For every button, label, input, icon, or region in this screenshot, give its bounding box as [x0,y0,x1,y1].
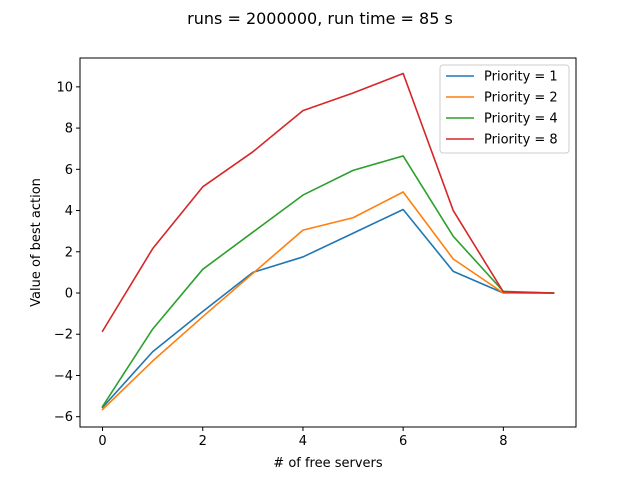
x-tick-label: 0 [98,434,106,449]
x-tick-label: 2 [199,434,207,449]
y-axis-label: Value of best action [29,178,44,307]
series-line-4 [101,72,555,333]
x-axis-ticks: 0 2 4 6 8 [98,427,507,449]
x-tick-label: 4 [299,434,307,449]
x-tick-label: 8 [499,434,507,449]
y-tick-label: 6 [65,163,73,178]
y-tick-label: 0 [65,287,73,302]
y-tick-label: 8 [65,122,73,137]
plot-area: 0 2 4 6 8 −6 −4 −2 0 2 4 6 8 10 [54,57,577,449]
y-axis-ticks: −6 −4 −2 0 2 4 6 8 10 [54,80,80,425]
series-line-1 [101,208,555,409]
series-line-2 [101,191,555,411]
y-tick-label: 2 [65,245,73,260]
axes-frame [79,57,577,428]
series-line-3 [101,155,555,408]
chart-title: runs = 2000000, run time = 85 s [187,9,453,28]
y-tick-label: 10 [56,80,73,95]
legend-label-1: Priority = 1 [484,70,558,85]
legend-label-2: Priority = 2 [484,91,558,106]
y-tick-label: −6 [54,410,73,425]
legend-label-3: Priority = 4 [484,112,558,127]
y-tick-label: −2 [54,328,73,343]
y-tick-label: 4 [65,204,73,219]
legend-items: Priority = 1 Priority = 2 Priority = 4 Prio… [446,70,558,148]
series-lines [101,72,555,411]
legend-frame [439,64,570,154]
legend-label-4: Priority = 8 [484,133,558,148]
legend: Priority = 1 Priority = 2 Priority = 4 Prio… [439,64,570,154]
x-tick-label: 6 [399,434,407,449]
y-tick-label: −4 [54,369,73,384]
x-axis-label: # of free servers [273,456,383,471]
